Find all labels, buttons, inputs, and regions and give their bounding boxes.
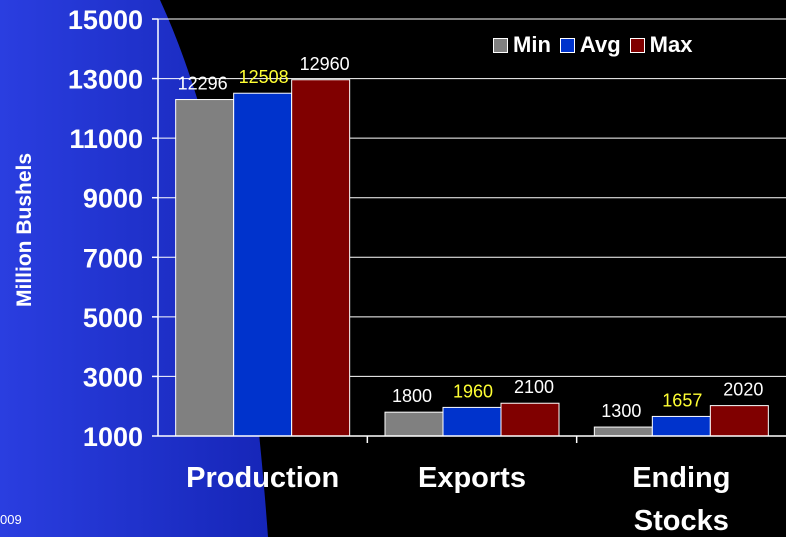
legend-item-max: Max: [629, 32, 693, 58]
gridlines: [158, 18, 786, 377]
y-tick-label: 7000: [83, 243, 143, 273]
data-label-min: 1800: [392, 386, 432, 406]
y-tick-label: 1000: [83, 422, 143, 452]
y-tick-label: 9000: [83, 184, 143, 214]
legend: Min Avg Max: [483, 24, 729, 66]
x-tick-label: Stocks: [634, 505, 729, 537]
bar-max: [709, 405, 769, 437]
x-tick-label: Ending: [632, 462, 730, 494]
data-label-avg: 1657: [662, 390, 702, 410]
x-tick-label: Production: [186, 462, 339, 494]
x-tick-label: Exports: [418, 462, 526, 494]
data-label-max: 2100: [514, 377, 554, 397]
data-label-max: 12960: [300, 54, 350, 74]
slide-footer: 009: [0, 512, 22, 527]
bar-avg: [233, 92, 293, 437]
bar-max: [500, 402, 560, 437]
y-tick-label: 15000: [68, 5, 143, 35]
bar-min: [175, 99, 235, 437]
bars: [175, 79, 769, 437]
legend-item-avg: Avg: [559, 32, 621, 58]
data-label-max: 2020: [723, 380, 763, 400]
legend-label: Max: [649, 32, 693, 57]
legend-label: Min: [513, 32, 551, 57]
y-axis-title: Million Bushels: [13, 153, 36, 307]
bar-min: [593, 426, 653, 437]
axes: [152, 18, 786, 443]
bar-avg: [442, 406, 502, 437]
bar-avg: [651, 415, 711, 437]
legend-label: Avg: [579, 32, 621, 57]
y-tick-label: 11000: [69, 124, 143, 154]
bar-max: [291, 79, 351, 437]
legend-swatch: [559, 37, 575, 53]
data-label-avg: 12508: [239, 67, 289, 87]
bar-min: [384, 411, 444, 437]
legend-swatch: [493, 37, 508, 53]
tick-labels: 1000 3000 5000 7000 9000 11000 13000 15000 Produ…: [68, 5, 731, 537]
data-label-min: 12296: [178, 74, 228, 94]
y-tick-label: 3000: [83, 362, 143, 392]
legend-swatch: [629, 37, 645, 53]
data-labels: 12296 12508 12960 1800 1960 2100 1300 1657 2020: [178, 54, 764, 421]
legend-item-min: Min: [493, 32, 551, 58]
data-label-min: 1300: [601, 401, 641, 421]
data-label-avg: 1960: [453, 381, 493, 401]
y-tick-label: 5000: [83, 303, 143, 333]
y-tick-label: 13000: [68, 65, 143, 95]
